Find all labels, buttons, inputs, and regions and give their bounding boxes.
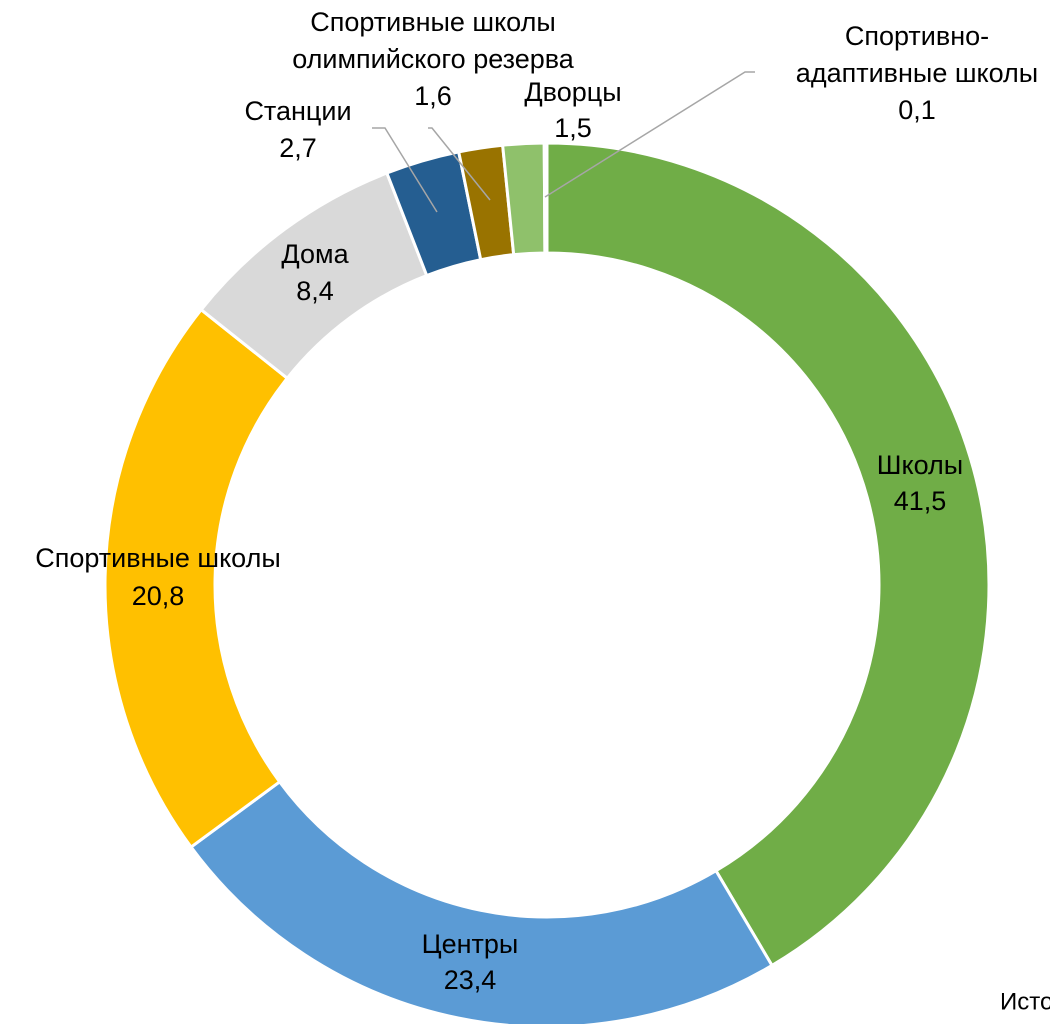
value-label: 8,4 — [296, 276, 334, 306]
category-label: Спортивные школы олимпийского резерва — [292, 7, 575, 74]
source-note: Источни — [1000, 988, 1050, 1015]
donut-segment — [188, 779, 775, 1024]
value-label: 23,4 — [444, 965, 497, 995]
category-label: Спортивно-адаптивные школы — [796, 21, 1038, 88]
category-label: Дворцы — [524, 77, 621, 107]
category-label: Спортивные школы — [35, 543, 281, 573]
leader-line — [372, 127, 438, 213]
category-label: Центры — [422, 929, 519, 959]
value-label: 20,8 — [132, 581, 185, 611]
leader-lines — [372, 71, 755, 213]
category-label: Дома — [281, 239, 349, 269]
donut — [103, 141, 991, 1024]
leader-line — [544, 71, 755, 198]
value-label: 1,5 — [554, 113, 592, 143]
leader-line — [428, 127, 491, 201]
category-label: Школы — [877, 450, 963, 480]
value-label: 2,7 — [279, 133, 317, 163]
donut-segment — [545, 141, 991, 968]
donut-segment — [103, 307, 290, 850]
donut-segment — [542, 141, 549, 255]
value-label: 41,5 — [894, 486, 947, 516]
value-label: 1,6 — [414, 81, 452, 111]
category-label: Станции — [244, 96, 351, 126]
value-label: 0,1 — [898, 95, 936, 125]
